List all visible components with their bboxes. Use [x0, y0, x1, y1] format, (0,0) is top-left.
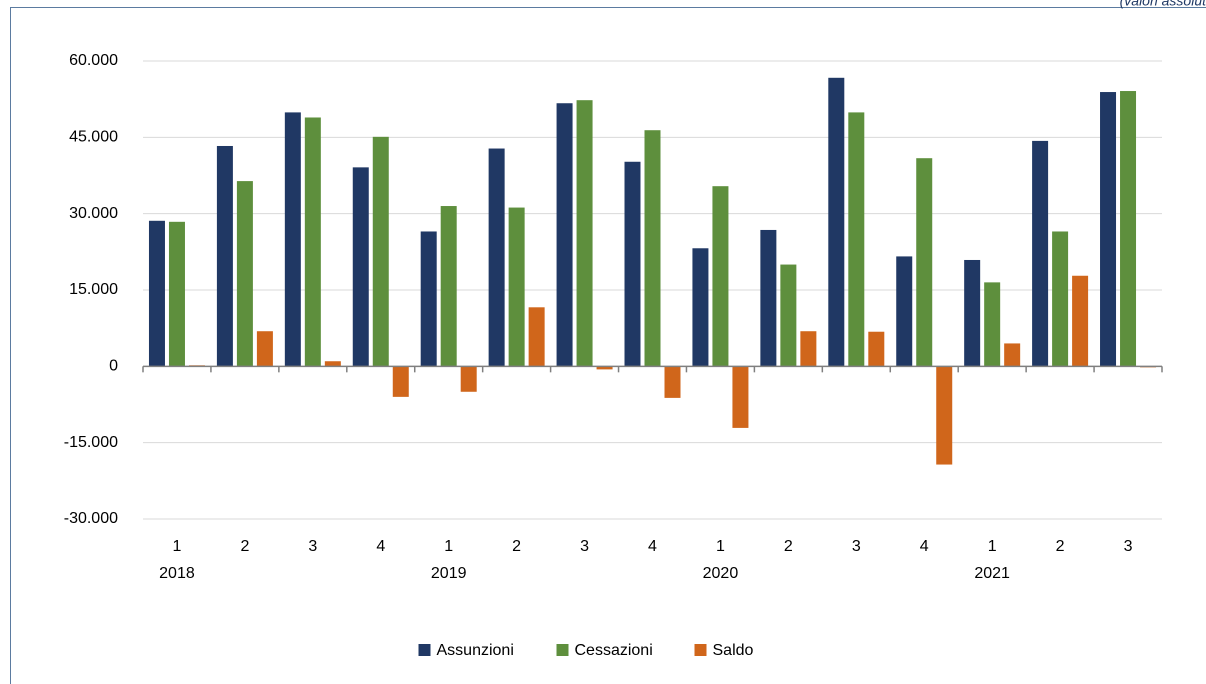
x-tick-label: 2 — [512, 538, 521, 555]
bar — [760, 229, 777, 367]
legend-label: Assunzioni — [437, 642, 514, 659]
year-label: 2021 — [974, 565, 1010, 582]
bar — [324, 361, 341, 367]
bar — [528, 307, 545, 367]
x-tick-label: 4 — [376, 538, 385, 555]
bar — [732, 366, 749, 428]
bar — [1004, 343, 1021, 367]
bar — [712, 186, 729, 367]
bar — [848, 112, 865, 367]
frame — [10, 7, 1206, 684]
bar — [596, 366, 613, 370]
bar — [168, 221, 185, 367]
x-tick-label: 3 — [308, 538, 317, 555]
y-tick-label: 45.000 — [69, 129, 118, 146]
x-tick-label: 1 — [444, 538, 453, 555]
x-tick-label: 3 — [580, 538, 589, 555]
y-tick-label: 60.000 — [69, 52, 118, 69]
bar — [692, 248, 709, 367]
bar — [556, 103, 573, 367]
legend-label: Cessazioni — [575, 642, 653, 659]
bar — [352, 167, 369, 367]
x-tick-label: 3 — [1124, 538, 1133, 555]
bar — [916, 158, 933, 367]
x-tick-label: 2 — [1056, 538, 1065, 555]
bar — [868, 331, 885, 367]
x-tick-label: 3 — [852, 538, 861, 555]
legend-swatch — [694, 644, 707, 656]
bar — [984, 282, 1001, 367]
bar — [964, 259, 981, 367]
bar — [440, 206, 457, 367]
bar — [148, 220, 165, 367]
note: (valori assolut — [1120, 0, 1206, 9]
x-tick-label: 2 — [784, 538, 793, 555]
bar — [1120, 91, 1137, 367]
bar — [1052, 231, 1069, 367]
bar — [256, 331, 273, 367]
bar — [936, 366, 953, 465]
bar — [508, 207, 525, 367]
bar — [392, 366, 409, 397]
y-tick-label: 0 — [109, 358, 118, 375]
bar — [488, 148, 505, 367]
bar — [304, 117, 321, 367]
bar — [800, 331, 817, 367]
bar — [644, 130, 661, 367]
year-label: 2019 — [431, 565, 467, 582]
x-tick-label: 1 — [988, 538, 997, 555]
bar — [780, 264, 797, 367]
bar — [420, 231, 437, 367]
bar — [576, 100, 593, 367]
bar — [828, 77, 845, 367]
y-tick-label: -15.000 — [64, 434, 118, 451]
bar — [460, 366, 477, 392]
y-tick-label: 15.000 — [69, 281, 118, 298]
year-label: 2018 — [159, 565, 195, 582]
legend-swatch — [556, 644, 569, 656]
y-tick-label: 30.000 — [69, 205, 118, 222]
x-tick-label: 4 — [648, 538, 657, 555]
year-label: 2020 — [703, 565, 739, 582]
bar — [284, 112, 301, 367]
x-tick-label: 4 — [920, 538, 929, 555]
y-tick-label: -30.000 — [64, 510, 118, 527]
bar — [372, 136, 389, 367]
x-tick-label: 1 — [173, 538, 182, 555]
bar — [1100, 92, 1117, 367]
bar — [1032, 140, 1049, 367]
legend-swatch — [418, 644, 431, 656]
bar — [216, 145, 233, 367]
x-tick-label: 2 — [240, 538, 249, 555]
bar — [896, 256, 913, 367]
bar — [236, 181, 253, 367]
bar — [664, 366, 681, 398]
bar — [624, 161, 641, 367]
bar — [1072, 275, 1089, 367]
x-tick-label: 1 — [716, 538, 725, 555]
legend-label: Saldo — [713, 642, 754, 659]
